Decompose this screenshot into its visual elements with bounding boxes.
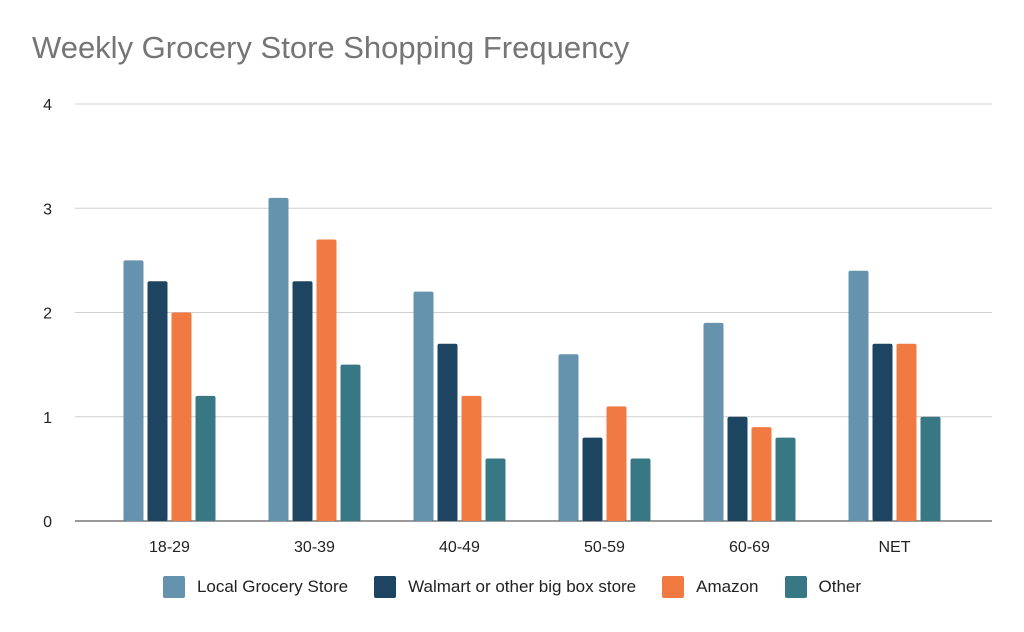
legend-item: Walmart or other big box store bbox=[374, 576, 636, 598]
bar-walmart-or-other-big-box-store bbox=[872, 343, 893, 521]
bar-other bbox=[485, 458, 506, 521]
y-tick-label: 0 bbox=[43, 514, 52, 531]
bar-amazon bbox=[751, 427, 772, 521]
y-tick-label: 2 bbox=[43, 306, 52, 323]
bar-local-grocery-store bbox=[558, 354, 579, 521]
bar-local-grocery-store bbox=[413, 291, 434, 521]
x-tick-label: 40-49 bbox=[439, 539, 480, 556]
bar-amazon bbox=[606, 406, 627, 521]
bar-local-grocery-store bbox=[703, 322, 724, 521]
bar-other bbox=[920, 416, 941, 521]
legend-swatch bbox=[162, 576, 185, 598]
bar-other bbox=[630, 458, 651, 521]
y-tick-label: 4 bbox=[43, 97, 52, 114]
legend-item: Amazon bbox=[662, 576, 759, 598]
bar-amazon bbox=[316, 239, 337, 521]
x-tick-label: 50-59 bbox=[584, 539, 625, 556]
bar-other bbox=[775, 437, 796, 521]
bar-local-grocery-store bbox=[268, 197, 289, 521]
bar-local-grocery-store bbox=[848, 270, 869, 521]
bar-other bbox=[195, 395, 216, 521]
x-tick-label: 18-29 bbox=[149, 539, 190, 556]
bar-local-grocery-store bbox=[123, 260, 144, 521]
legend-swatch bbox=[374, 576, 397, 598]
bar-walmart-or-other-big-box-store bbox=[727, 416, 748, 521]
y-tick-label: 3 bbox=[43, 201, 52, 218]
bar-amazon bbox=[171, 312, 192, 521]
bar-amazon bbox=[461, 395, 482, 521]
legend-label: Other bbox=[818, 577, 862, 596]
legend-label: Amazon bbox=[696, 577, 759, 596]
legend: Local Grocery Store Walmart or other big … bbox=[0, 576, 1024, 598]
legend-label: Local Grocery Store bbox=[196, 577, 349, 596]
legend-label: Walmart or other big box store bbox=[408, 577, 637, 596]
x-tick-label: 60-69 bbox=[729, 539, 770, 556]
legend-swatch bbox=[784, 576, 807, 598]
legend-item: Other bbox=[784, 576, 862, 598]
bar-walmart-or-other-big-box-store bbox=[582, 437, 603, 521]
x-tick-label: 30-39 bbox=[294, 539, 335, 556]
legend-item: Local Grocery Store bbox=[162, 576, 349, 598]
bar-walmart-or-other-big-box-store bbox=[147, 281, 168, 521]
chart-title: Weekly Grocery Store Shopping Frequency bbox=[32, 30, 630, 65]
legend-swatch bbox=[662, 576, 685, 598]
bar-amazon bbox=[896, 343, 917, 521]
x-tick-label: NET bbox=[879, 539, 911, 556]
y-tick-label: 1 bbox=[43, 410, 52, 427]
bar-other bbox=[340, 364, 361, 521]
bar-walmart-or-other-big-box-store bbox=[292, 281, 313, 521]
bar-walmart-or-other-big-box-store bbox=[437, 343, 458, 521]
